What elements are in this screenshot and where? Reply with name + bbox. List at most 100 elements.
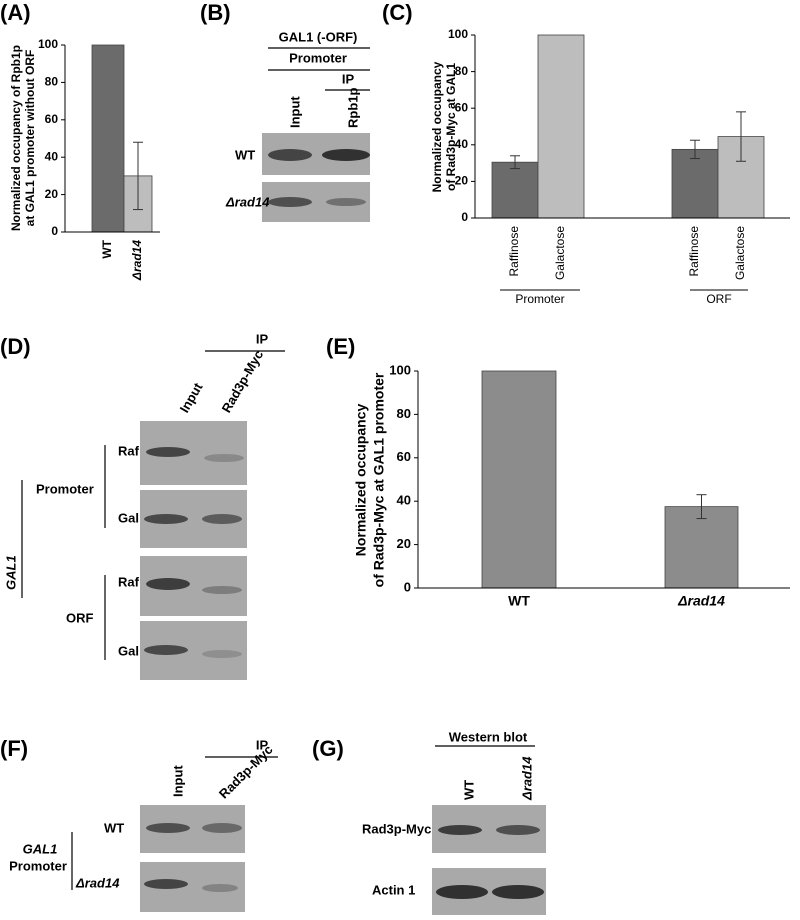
column-label: Rad3p-Myc — [216, 742, 276, 802]
panel-label: (F) — [0, 736, 28, 761]
group-label: Promoter — [515, 292, 564, 306]
error-bar — [696, 494, 707, 520]
bar — [671, 148, 719, 219]
row-label: Raf — [118, 574, 140, 589]
y-axis-label: Normalized occupancy — [430, 61, 444, 192]
ip-label: IP — [256, 737, 269, 752]
band — [146, 823, 190, 833]
x-tick-label: Raffinose — [687, 226, 701, 277]
band — [202, 514, 242, 524]
y-tick-label: 60 — [455, 100, 469, 114]
band — [436, 885, 488, 899]
region-label: Promoter — [36, 481, 94, 496]
y-axis-label: Normalized occupancy of Rpb1p — [9, 45, 23, 231]
error-bar — [133, 141, 143, 211]
band — [268, 197, 312, 207]
y-axis-label: of Rad3p-Myc at GAL1 promoter — [371, 372, 387, 587]
band — [202, 650, 242, 658]
y-axis-label: Normalized occupancy — [353, 404, 369, 557]
blots — [140, 133, 546, 915]
row-label: Δrad14 — [75, 875, 120, 890]
panel-label: (B) — [200, 0, 231, 25]
y-tick-label: 60 — [45, 112, 59, 126]
band — [202, 823, 242, 833]
ip-label: IP — [342, 71, 355, 86]
bar — [91, 44, 125, 233]
column-label: Input — [170, 765, 185, 797]
panel-label: (A) — [0, 0, 31, 25]
row-label: Actin 1 — [372, 882, 415, 897]
blot-title: Western blot — [449, 729, 528, 744]
y-axis-label: of Rad3p-Myc at GAL1 — [444, 63, 458, 191]
row-label: Δrad14 — [225, 194, 270, 209]
bar — [491, 161, 539, 219]
band — [322, 149, 370, 161]
band — [202, 884, 238, 892]
y-tick-label: 20 — [45, 187, 59, 201]
column-label: Rad3p-Myc — [219, 348, 267, 416]
band — [204, 454, 244, 462]
column-label: WT — [461, 780, 476, 800]
region-label: ORF — [66, 610, 94, 625]
x-tick-label: Δrad14 — [677, 593, 725, 609]
x-tick-label: Galactose — [553, 226, 567, 280]
row-label: WT — [235, 147, 255, 162]
band — [326, 198, 366, 206]
band — [202, 586, 242, 594]
y-tick-label: 40 — [455, 137, 469, 151]
column-label: Input — [287, 96, 302, 128]
region-label: Promoter — [289, 50, 347, 65]
x-tick-label: Δrad14 — [130, 240, 144, 281]
y-tick-label: 100 — [448, 27, 468, 41]
y-tick-label: 80 — [397, 406, 411, 421]
y-tick-label: 80 — [45, 75, 59, 89]
ip-label: IP — [256, 331, 269, 346]
y-axis-label: at GAL1 promoter without ORF — [23, 50, 37, 227]
y-tick-label: 0 — [51, 224, 58, 238]
band — [144, 879, 188, 889]
y-tick-label: 100 — [38, 37, 58, 51]
band — [146, 447, 190, 457]
error-bar — [736, 111, 746, 162]
error-bar — [690, 139, 700, 160]
y-tick-label: 20 — [397, 536, 411, 551]
gene-label: GAL1 — [23, 841, 58, 856]
panel-label: (D) — [0, 334, 31, 359]
band — [268, 149, 312, 161]
band — [144, 514, 188, 524]
band — [144, 645, 188, 655]
group-label: ORF — [706, 292, 731, 306]
column-label: Rpb1p — [345, 88, 360, 129]
column-label: Δrad14 — [519, 756, 534, 801]
region-label: Promoter — [9, 858, 67, 873]
column-label: Input — [177, 380, 206, 416]
row-label: Gal — [118, 643, 139, 658]
y-tick-label: 100 — [389, 362, 411, 377]
y-tick-label: 0 — [461, 210, 468, 224]
band — [492, 885, 544, 899]
y-tick-label: 40 — [45, 149, 59, 163]
x-tick-label: WT — [100, 239, 114, 258]
blot-title: GAL1 (-ORF) — [279, 29, 358, 44]
row-label: Raf — [118, 443, 140, 458]
y-tick-label: 0 — [404, 579, 411, 594]
band — [438, 825, 482, 835]
panel-label: (E) — [326, 334, 355, 359]
bar — [537, 34, 585, 219]
row-label: Rad3p-Myc — [362, 821, 431, 836]
panel-label: (G) — [312, 736, 344, 761]
row-label: Gal — [118, 510, 139, 525]
y-tick-label: 60 — [397, 449, 411, 464]
row-label: WT — [104, 820, 124, 835]
error-bar — [510, 155, 520, 170]
bar — [481, 370, 557, 589]
y-tick-label: 40 — [397, 493, 411, 508]
band — [496, 825, 540, 835]
panel-label: (C) — [382, 0, 413, 25]
gene-label: GAL1 — [3, 555, 18, 590]
y-tick-label: 80 — [455, 64, 469, 78]
x-tick-label: Raffinose — [507, 226, 521, 277]
x-tick-label: WT — [508, 593, 530, 609]
y-tick-label: 20 — [455, 174, 469, 188]
